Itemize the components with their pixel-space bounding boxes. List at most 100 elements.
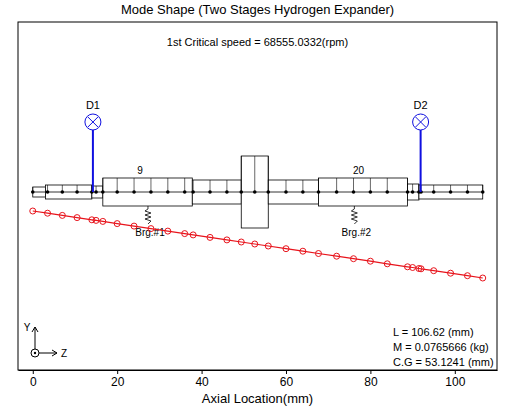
rotor-node xyxy=(132,190,136,194)
x-tick: 0 xyxy=(30,370,37,389)
x-tick: 100 xyxy=(445,370,465,389)
series-group xyxy=(30,208,486,281)
rotor-element-line xyxy=(241,156,242,192)
x-tick: 40 xyxy=(195,370,209,389)
rotor-element-line xyxy=(318,178,319,192)
rotor-node xyxy=(284,190,288,194)
x-tick-label: 40 xyxy=(195,375,209,389)
rotor-element-line xyxy=(336,178,337,192)
rotor-node xyxy=(46,190,50,194)
mode-shape-point xyxy=(351,256,357,262)
rotor-node xyxy=(432,190,436,194)
x-tick-label: 20 xyxy=(111,375,125,389)
mode-shape-point xyxy=(315,251,321,257)
mode-shape-point xyxy=(207,234,213,240)
chart: Mode Shape (Two Stages Hydrogen Expander… xyxy=(0,0,515,407)
probe-head xyxy=(413,114,429,130)
rotor-element-line xyxy=(407,178,408,192)
x-tick: 20 xyxy=(111,370,125,389)
mode-shape-point xyxy=(114,221,120,227)
mode-shape-point xyxy=(410,265,416,271)
rotor-node xyxy=(449,190,453,194)
subtitle: 1st Critical speed = 68555.0332(rpm) xyxy=(167,36,348,48)
rotor-element-line xyxy=(117,178,118,192)
rotor-node xyxy=(301,190,305,194)
mode-shape-line xyxy=(33,211,483,278)
rotor-element-line xyxy=(302,180,303,192)
probe-line xyxy=(420,130,422,192)
mode-shape-point xyxy=(252,241,258,247)
triad-origin xyxy=(31,349,39,357)
rotor-node xyxy=(239,190,243,194)
rotor-element-line xyxy=(150,178,151,192)
rotor-node xyxy=(369,190,373,194)
mode-shape-point xyxy=(418,266,424,272)
x-tick-label: 80 xyxy=(364,375,378,389)
triad-z-label: Z xyxy=(61,348,67,359)
mode-shape-point xyxy=(431,268,437,274)
rotor-element-line xyxy=(370,178,371,192)
rotor xyxy=(31,156,485,228)
probe-label: D1 xyxy=(86,99,100,111)
rotor-element-line xyxy=(102,178,103,192)
rotor-node xyxy=(266,190,270,194)
rotor-element-line xyxy=(184,178,185,192)
element-label: 20 xyxy=(353,165,365,176)
mode-shape-point xyxy=(238,239,244,245)
mode-shape-point xyxy=(45,210,51,216)
rotor-node xyxy=(61,190,65,194)
rotor-node xyxy=(191,190,195,194)
mode-shape-point xyxy=(100,218,106,224)
mode-shape-point xyxy=(384,261,390,267)
rotor-element-line xyxy=(268,156,269,192)
x-axis: 0 20 40 60 80 100 xyxy=(19,370,498,389)
x-tick-mark xyxy=(370,370,371,374)
mode-shape-point xyxy=(480,275,486,281)
annotation: L = 106.62 (mm) xyxy=(393,326,474,338)
mode-shape-point xyxy=(265,243,271,249)
rotor-node xyxy=(466,190,470,194)
mode-shape-point xyxy=(283,246,289,252)
rotor-node xyxy=(253,190,257,194)
probe-label: D2 xyxy=(414,99,428,111)
rotor-node xyxy=(75,190,79,194)
probe-line xyxy=(92,130,94,192)
rotor-element-line xyxy=(193,180,194,192)
x-tick: 60 xyxy=(280,370,294,389)
bearing-spring xyxy=(351,206,357,224)
mode-shape-point xyxy=(224,237,230,243)
rotor-node xyxy=(183,190,187,194)
mode-shape-point xyxy=(165,228,171,234)
triad-origin-dot xyxy=(34,352,36,354)
bearing-spring xyxy=(145,206,151,224)
rotor-node xyxy=(406,190,410,194)
x-tick-label: 100 xyxy=(445,375,465,389)
rotor-node xyxy=(149,190,153,194)
rotor-node xyxy=(481,190,485,194)
mode-shape-point xyxy=(448,270,454,276)
mode-shape-point xyxy=(59,212,65,218)
mode-shape-point xyxy=(300,248,306,254)
rotor-node xyxy=(385,190,389,194)
x-tick-mark xyxy=(117,370,118,374)
rotor-centerline xyxy=(33,192,483,193)
mode-shape-point xyxy=(148,226,154,232)
annotation: M = 0.0765666 (kg) xyxy=(393,341,489,353)
element-label: 9 xyxy=(137,165,143,176)
probe-head xyxy=(85,114,101,130)
rotor-element-line xyxy=(167,178,168,192)
x-tick-label: 0 xyxy=(30,375,37,389)
rotor-node xyxy=(317,190,321,194)
rotor-element-line xyxy=(387,178,388,192)
x-axis-title: Axial Location(mm) xyxy=(202,391,313,406)
rotor-element-line xyxy=(210,180,211,192)
rotor-node xyxy=(115,190,119,194)
mode-shape-point xyxy=(334,253,340,259)
x-tick: 80 xyxy=(364,370,378,389)
mode-shape-point xyxy=(182,231,188,237)
rotor-element-line xyxy=(226,180,227,192)
triad-y-label: Y xyxy=(24,322,31,333)
x-tick-mark xyxy=(286,370,287,374)
rotor-node xyxy=(94,190,98,194)
x-tick-mark xyxy=(455,370,456,374)
